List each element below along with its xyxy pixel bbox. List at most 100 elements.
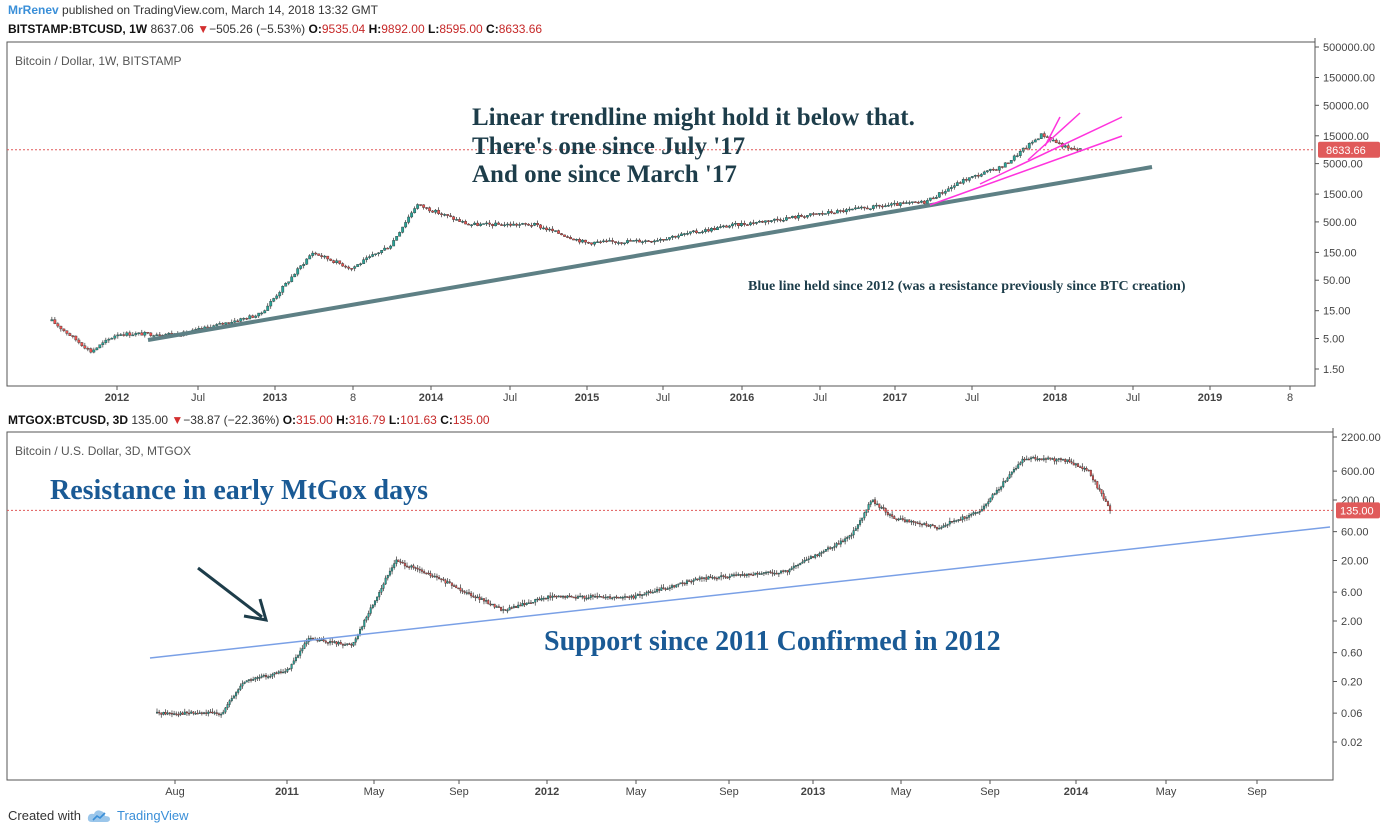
candle-body bbox=[232, 695, 235, 699]
candle-body bbox=[942, 525, 945, 528]
candle-body bbox=[686, 233, 689, 235]
candle-body bbox=[299, 265, 303, 269]
candle-body bbox=[923, 523, 926, 525]
candle-body bbox=[269, 675, 272, 678]
candle-body bbox=[570, 595, 573, 598]
candle-body bbox=[707, 576, 710, 580]
y-tick-label: 1.50 bbox=[1323, 364, 1344, 376]
top-long-trendline[interactable] bbox=[147, 165, 1153, 342]
candle-body bbox=[470, 224, 474, 226]
bottom-symbol[interactable]: MTGOX:BTCUSD, 3D bbox=[8, 413, 128, 427]
candle-body bbox=[963, 516, 966, 519]
candle-body bbox=[692, 230, 695, 233]
bottom-support-trendline[interactable] bbox=[149, 526, 1331, 659]
candle-body bbox=[266, 305, 270, 311]
candle-body bbox=[438, 577, 441, 579]
candle-body bbox=[644, 240, 647, 242]
candle-body bbox=[211, 711, 214, 714]
candle-body bbox=[509, 223, 512, 226]
candle-body bbox=[440, 578, 443, 580]
candle-body bbox=[1008, 474, 1011, 479]
candle-body bbox=[1091, 475, 1094, 481]
candle-body bbox=[848, 535, 851, 538]
candle-body bbox=[416, 567, 419, 570]
candle-body bbox=[1003, 162, 1007, 168]
candle-body bbox=[869, 501, 872, 505]
top-chart-svg[interactable]: 500000.00 150000.00 50000.00 15000.00 5000.0… bbox=[0, 38, 1391, 408]
candle-body bbox=[1077, 463, 1080, 467]
candle-body bbox=[852, 530, 855, 536]
candle-body bbox=[542, 227, 545, 230]
bottom-chart-svg[interactable]: 2200.00600.00200.0060.0020.006.002.000.6… bbox=[0, 428, 1391, 800]
candle-body bbox=[179, 712, 182, 715]
candle-body bbox=[827, 547, 830, 550]
candle-body bbox=[1038, 458, 1041, 460]
bottom-x-axis[interactable]: Aug 2011 May Sep 2012 May Sep 2013 May Sep 2014 May… bbox=[165, 780, 1267, 798]
candle-body bbox=[464, 221, 468, 225]
x-tick-label: Sep bbox=[719, 786, 739, 798]
candle-body bbox=[175, 713, 178, 715]
trendline-steep-a[interactable] bbox=[1027, 112, 1081, 161]
candle-body bbox=[1096, 481, 1099, 489]
candle-body bbox=[292, 660, 295, 665]
candle-body bbox=[326, 642, 329, 644]
bottom-y-axis[interactable]: 2200.00600.00200.0060.0020.006.002.000.6… bbox=[1333, 432, 1381, 749]
bottom-l-value: 101.63 bbox=[400, 413, 437, 427]
candle-body bbox=[569, 237, 572, 240]
candle-body bbox=[988, 168, 992, 171]
bottom-price-badge-text: 135.00 bbox=[1340, 505, 1374, 517]
candle-body bbox=[677, 235, 680, 238]
candle-body bbox=[128, 332, 132, 336]
top-symbol-header: BITSTAMP:BTCUSD, 1W 8637.06 ▼−505.26 (−5… bbox=[8, 22, 542, 36]
candle-body bbox=[1094, 479, 1097, 482]
candle-body bbox=[579, 595, 582, 598]
candle-body bbox=[817, 213, 821, 215]
candle-body bbox=[248, 315, 252, 320]
footer-brand-link[interactable]: TradingView bbox=[116, 808, 189, 823]
candle-body bbox=[629, 240, 632, 242]
candle-body bbox=[934, 196, 938, 199]
candle-body bbox=[143, 332, 147, 336]
candle-body bbox=[856, 524, 859, 529]
candle-body bbox=[368, 256, 372, 258]
top-x-axis[interactable]: 2012 Jul 2013 8 2014 Jul 2015 Jul 2016 Jul 2017 Jul… bbox=[105, 386, 1293, 404]
candle-body bbox=[985, 170, 989, 173]
candle-body bbox=[185, 711, 188, 714]
candle-body bbox=[53, 319, 57, 324]
candle-body bbox=[168, 712, 171, 715]
arrow-annotation[interactable] bbox=[197, 566, 269, 622]
trendline-july-17[interactable] bbox=[979, 116, 1123, 185]
candle-body bbox=[583, 595, 586, 599]
candle-body bbox=[673, 585, 676, 588]
candle-body bbox=[1055, 459, 1058, 462]
candle-body bbox=[542, 597, 545, 600]
candle-body bbox=[468, 592, 471, 594]
candle-body bbox=[1000, 166, 1004, 168]
candle-body bbox=[692, 579, 695, 582]
candle-body bbox=[371, 254, 375, 257]
trendline-steep-b[interactable] bbox=[1044, 116, 1061, 147]
x-tick-label: Jul bbox=[503, 392, 517, 404]
candle-body bbox=[220, 713, 223, 716]
candle-body bbox=[666, 588, 669, 590]
trendline-march-17[interactable] bbox=[929, 135, 1123, 206]
top-y-axis[interactable]: 500000.00 150000.00 50000.00 15000.00 5000.0… bbox=[1315, 42, 1375, 376]
candle-body bbox=[551, 228, 554, 232]
x-tick-label: Jul bbox=[1126, 392, 1140, 404]
candle-body bbox=[525, 602, 528, 605]
candle-body bbox=[562, 596, 565, 598]
candle-body bbox=[68, 333, 72, 336]
author-link[interactable]: MrRenev bbox=[8, 3, 59, 17]
candle-body bbox=[338, 260, 342, 264]
candle-body bbox=[626, 240, 629, 244]
candle-body bbox=[585, 597, 588, 600]
candle-body bbox=[765, 572, 768, 574]
candle-body bbox=[696, 578, 699, 581]
candle-body bbox=[658, 589, 661, 591]
candle-body bbox=[269, 301, 273, 307]
candle-body bbox=[386, 574, 389, 579]
candle-body bbox=[853, 207, 857, 210]
x-tick-label: May bbox=[626, 786, 647, 798]
top-c-label: C: bbox=[486, 22, 499, 36]
top-symbol[interactable]: BITSTAMP:BTCUSD, 1W bbox=[8, 22, 148, 36]
